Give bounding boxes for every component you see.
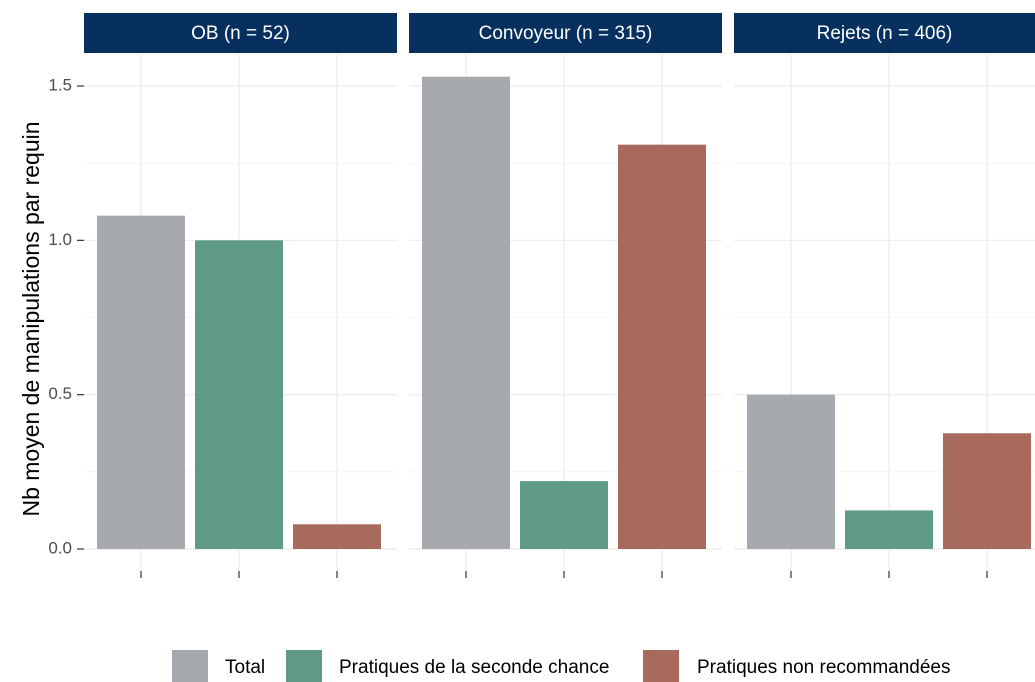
facet-strip-label: Rejets (n = 406) [817, 23, 953, 44]
facet-strip [409, 13, 722, 53]
legend: Total Pratiques de la seconde chance Prati… [172, 650, 950, 682]
y-tick-label: 0.5 [48, 384, 72, 403]
legend-label: Pratiques non recommandées [697, 657, 950, 678]
bar [845, 510, 933, 549]
facet-strip [734, 13, 1035, 53]
bar [520, 481, 608, 549]
facet-strip-label: Convoyeur (n = 315) [479, 23, 653, 44]
legend-swatch [172, 650, 208, 682]
facet-panel: OB (n = 52) [84, 13, 397, 578]
legend-swatch [643, 650, 679, 682]
legend-item: Pratiques de la seconde chance [286, 650, 609, 682]
legend-item: Pratiques non recommandées [643, 650, 950, 682]
y-tick-label: 0.0 [48, 538, 72, 557]
facet-panels: OB (n = 52) Convoyeur (n = 315) Rejets (n … [84, 13, 1035, 578]
y-axis-ticks: 0.0 0.5 1.0 1.5 [48, 75, 84, 557]
y-axis-title: Nb moyen de manipulations par requin [18, 121, 44, 516]
y-tick-label: 1.0 [48, 230, 72, 249]
facet-panel: Convoyeur (n = 315) [409, 13, 722, 578]
bar [422, 76, 510, 550]
facet-strip [84, 13, 397, 53]
legend-label: Pratiques de la seconde chance [339, 657, 609, 678]
legend-swatch [286, 650, 322, 682]
bar [293, 524, 381, 549]
bar [195, 240, 283, 550]
legend-item: Total [172, 650, 265, 682]
y-tick-label: 1.5 [48, 75, 72, 94]
bar [97, 215, 185, 549]
bar [618, 144, 706, 549]
bar [943, 433, 1031, 549]
bar [747, 394, 835, 549]
legend-label: Total [225, 657, 265, 678]
facet-strip-label: OB (n = 52) [191, 23, 290, 44]
facet-panel: Rejets (n = 406) [734, 13, 1035, 578]
